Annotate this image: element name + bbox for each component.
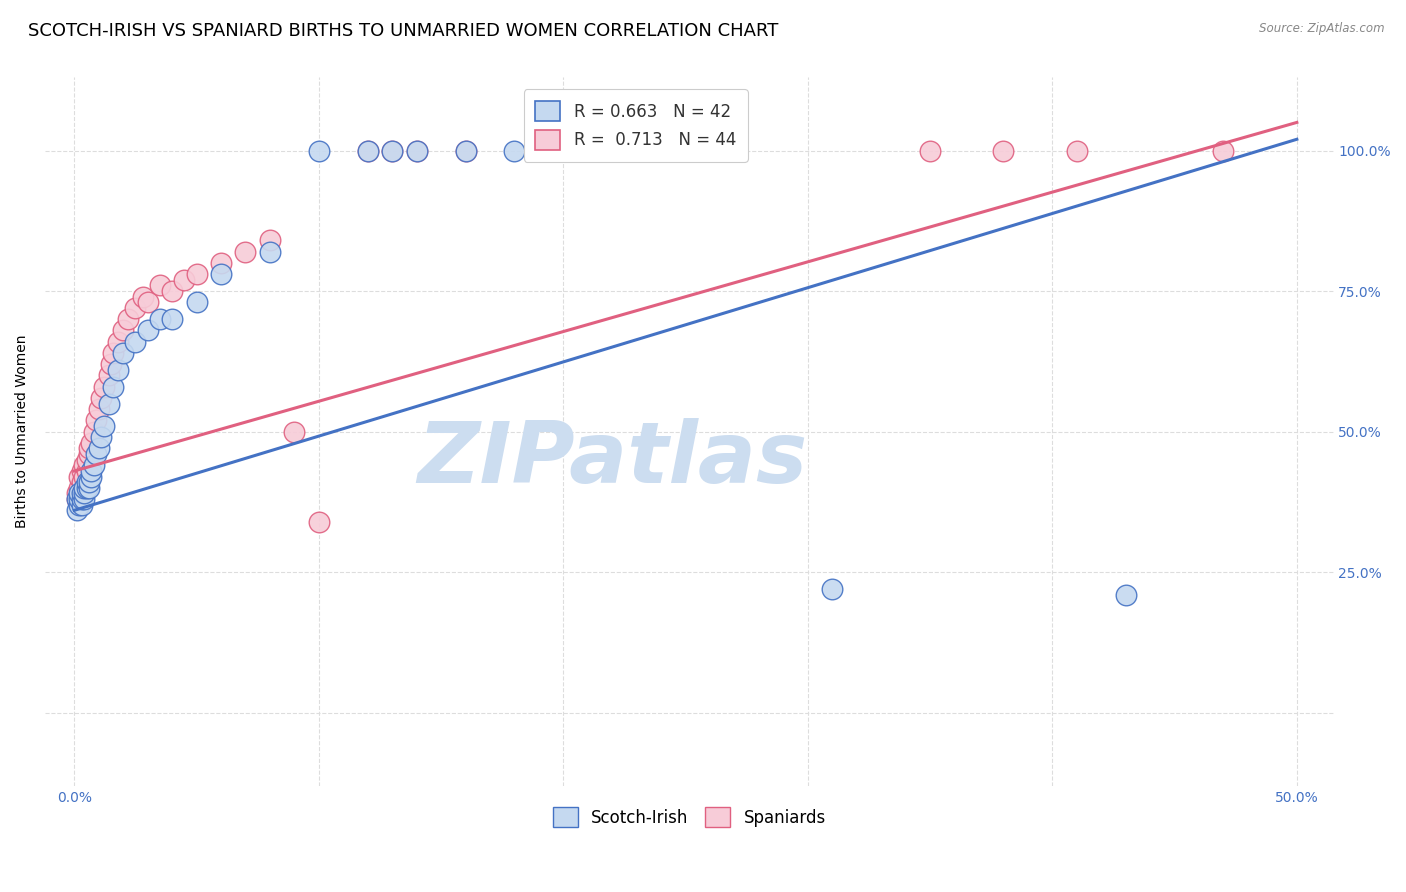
Point — [283, 425, 305, 439]
Point — [83, 425, 105, 439]
Point — [454, 144, 477, 158]
Point — [186, 295, 208, 310]
Point — [100, 357, 122, 371]
Point — [76, 452, 98, 467]
Point — [70, 492, 93, 507]
Point — [67, 469, 90, 483]
Point — [80, 464, 103, 478]
Point — [66, 486, 89, 500]
Point — [454, 144, 477, 158]
Point — [90, 391, 112, 405]
Point — [66, 492, 89, 507]
Point — [136, 295, 159, 310]
Point — [503, 144, 526, 158]
Point — [97, 396, 120, 410]
Point — [357, 144, 380, 158]
Point — [381, 144, 404, 158]
Point — [66, 503, 89, 517]
Y-axis label: Births to Unmarried Women: Births to Unmarried Women — [15, 334, 30, 528]
Point — [73, 486, 96, 500]
Point — [1066, 144, 1088, 158]
Point — [67, 486, 90, 500]
Point — [66, 492, 89, 507]
Point — [86, 447, 108, 461]
Point — [173, 273, 195, 287]
Point — [920, 144, 942, 158]
Point — [67, 492, 90, 507]
Point — [136, 323, 159, 337]
Point — [112, 323, 135, 337]
Point — [80, 469, 103, 483]
Point — [77, 447, 100, 461]
Point — [87, 402, 110, 417]
Point — [186, 267, 208, 281]
Point — [86, 413, 108, 427]
Point — [1115, 588, 1137, 602]
Point — [112, 346, 135, 360]
Point — [405, 144, 427, 158]
Point — [83, 458, 105, 473]
Point — [1212, 144, 1234, 158]
Point — [308, 144, 330, 158]
Point — [93, 379, 115, 393]
Point — [87, 442, 110, 456]
Point — [405, 144, 427, 158]
Point — [70, 498, 93, 512]
Point — [160, 312, 183, 326]
Point — [70, 486, 93, 500]
Text: ZIPatlas: ZIPatlas — [416, 418, 807, 501]
Point — [209, 267, 232, 281]
Point — [308, 515, 330, 529]
Point — [160, 284, 183, 298]
Point — [149, 278, 172, 293]
Point — [103, 379, 125, 393]
Point — [67, 481, 90, 495]
Point — [77, 442, 100, 456]
Point — [259, 234, 281, 248]
Point — [76, 475, 98, 490]
Point — [70, 475, 93, 490]
Point — [209, 256, 232, 270]
Point — [103, 346, 125, 360]
Point — [124, 334, 146, 349]
Point — [821, 582, 844, 596]
Point — [73, 492, 96, 507]
Point — [132, 290, 155, 304]
Point — [73, 481, 96, 495]
Point — [357, 144, 380, 158]
Point — [381, 144, 404, 158]
Text: Source: ZipAtlas.com: Source: ZipAtlas.com — [1260, 22, 1385, 36]
Point — [77, 481, 100, 495]
Text: SCOTCH-IRISH VS SPANIARD BIRTHS TO UNMARRIED WOMEN CORRELATION CHART: SCOTCH-IRISH VS SPANIARD BIRTHS TO UNMAR… — [28, 22, 779, 40]
Point — [259, 244, 281, 259]
Point — [76, 481, 98, 495]
Point — [235, 244, 257, 259]
Legend: Scotch-Irish, Spaniards: Scotch-Irish, Spaniards — [546, 800, 832, 834]
Point — [97, 368, 120, 383]
Point — [117, 312, 139, 326]
Point — [149, 312, 172, 326]
Point — [80, 435, 103, 450]
Point — [73, 469, 96, 483]
Point — [67, 498, 90, 512]
Point — [90, 430, 112, 444]
Point — [993, 144, 1015, 158]
Point — [107, 334, 129, 349]
Point — [73, 458, 96, 473]
Point — [70, 464, 93, 478]
Point — [107, 363, 129, 377]
Point — [77, 475, 100, 490]
Point — [76, 464, 98, 478]
Point — [124, 301, 146, 315]
Point — [553, 144, 575, 158]
Point — [93, 419, 115, 434]
